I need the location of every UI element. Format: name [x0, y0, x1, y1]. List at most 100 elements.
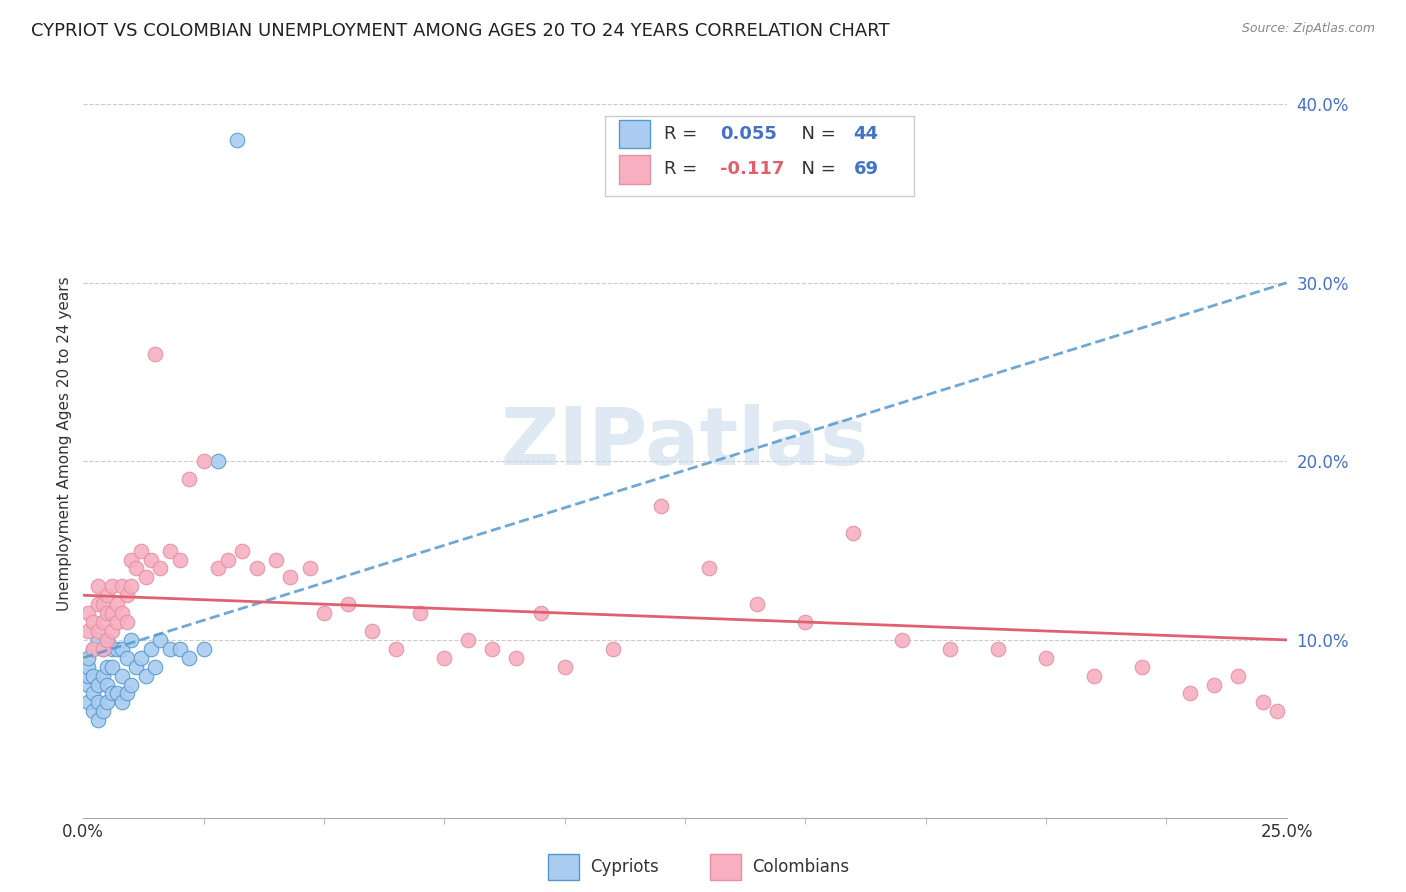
- Point: [105, 641, 128, 656]
- Point: [91, 641, 114, 656]
- Point: [105, 615, 128, 629]
- Point: [139, 641, 162, 656]
- Point: [385, 641, 408, 656]
- Point: [217, 552, 239, 566]
- Point: [139, 552, 162, 566]
- Point: [145, 347, 167, 361]
- Point: [87, 624, 110, 638]
- Point: [82, 668, 104, 682]
- Point: [111, 668, 134, 682]
- Text: -0.117: -0.117: [720, 161, 785, 178]
- Point: [96, 632, 118, 647]
- Point: [82, 641, 104, 656]
- Point: [120, 632, 142, 647]
- Text: Cypriots: Cypriots: [591, 858, 659, 876]
- Point: [129, 650, 152, 665]
- Point: [91, 704, 114, 718]
- Text: 0.055: 0.055: [720, 125, 776, 143]
- Point: [361, 624, 384, 638]
- Point: [111, 695, 134, 709]
- Point: [890, 632, 912, 647]
- Point: [77, 659, 100, 673]
- Point: [82, 615, 104, 629]
- Point: [179, 650, 201, 665]
- Point: [226, 133, 249, 147]
- Point: [433, 650, 456, 665]
- Point: [87, 632, 110, 647]
- Point: [1180, 686, 1202, 700]
- Point: [77, 606, 100, 620]
- Text: Colombians: Colombians: [752, 858, 849, 876]
- Text: R =: R =: [664, 125, 703, 143]
- Point: [87, 677, 110, 691]
- Text: 69: 69: [853, 161, 879, 178]
- Point: [505, 650, 527, 665]
- Text: Source: ZipAtlas.com: Source: ZipAtlas.com: [1241, 22, 1375, 36]
- Text: N =: N =: [790, 125, 842, 143]
- Point: [125, 659, 148, 673]
- Point: [409, 606, 432, 620]
- Point: [77, 668, 100, 682]
- Point: [120, 677, 142, 691]
- Point: [87, 579, 110, 593]
- Point: [264, 552, 287, 566]
- Point: [111, 606, 134, 620]
- Point: [169, 552, 191, 566]
- Point: [115, 650, 138, 665]
- Point: [82, 686, 104, 700]
- Point: [101, 606, 124, 620]
- Point: [82, 641, 104, 656]
- Text: R =: R =: [664, 161, 703, 178]
- Point: [1083, 668, 1105, 682]
- Text: 44: 44: [853, 125, 879, 143]
- Point: [77, 677, 100, 691]
- Point: [135, 570, 157, 584]
- Point: [96, 677, 118, 691]
- Point: [111, 579, 134, 593]
- Text: ZIPatlas: ZIPatlas: [501, 404, 869, 483]
- Point: [207, 454, 229, 468]
- Point: [1265, 704, 1288, 718]
- Point: [1227, 668, 1250, 682]
- Point: [697, 561, 720, 575]
- Point: [987, 641, 1010, 656]
- Point: [1251, 695, 1274, 709]
- Point: [231, 543, 253, 558]
- Point: [245, 561, 267, 575]
- Point: [91, 668, 114, 682]
- Point: [650, 499, 672, 513]
- Point: [115, 686, 138, 700]
- Point: [77, 695, 100, 709]
- Point: [115, 588, 138, 602]
- Point: [77, 650, 100, 665]
- Point: [101, 659, 124, 673]
- Point: [1204, 677, 1226, 691]
- Point: [87, 597, 110, 611]
- Point: [169, 641, 191, 656]
- Point: [96, 659, 118, 673]
- Point: [457, 632, 479, 647]
- Point: [82, 704, 104, 718]
- Point: [193, 641, 215, 656]
- Point: [1130, 659, 1153, 673]
- Point: [481, 641, 503, 656]
- Point: [105, 597, 128, 611]
- Point: [794, 615, 817, 629]
- Point: [87, 695, 110, 709]
- Point: [96, 632, 118, 647]
- Point: [747, 597, 769, 611]
- Point: [193, 454, 215, 468]
- Point: [179, 472, 201, 486]
- Point: [105, 686, 128, 700]
- Point: [87, 713, 110, 727]
- Point: [312, 606, 335, 620]
- Point: [91, 597, 114, 611]
- Point: [602, 641, 624, 656]
- Point: [125, 561, 148, 575]
- Point: [101, 624, 124, 638]
- Point: [111, 641, 134, 656]
- Point: [91, 641, 114, 656]
- Point: [149, 561, 172, 575]
- Point: [115, 615, 138, 629]
- Point: [298, 561, 321, 575]
